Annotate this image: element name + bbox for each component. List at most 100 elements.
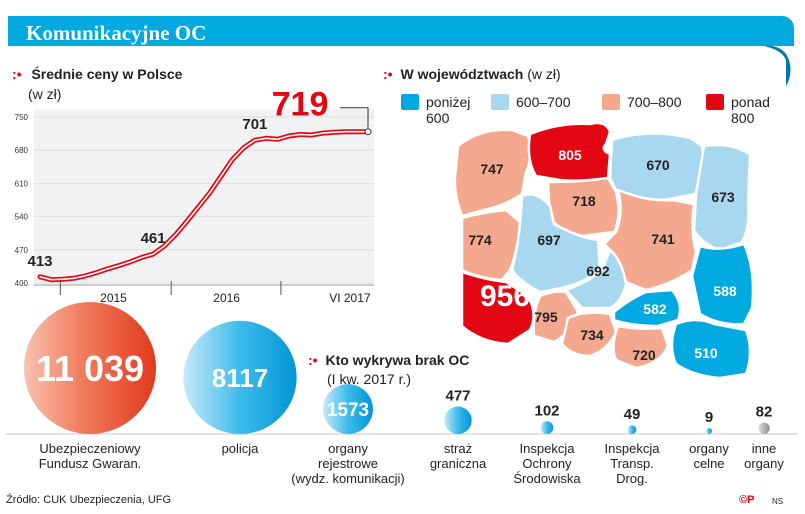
legend-label-below-600: poniżej 600 <box>426 94 470 126</box>
legend-swatch-above-800 <box>706 94 724 110</box>
region-lubelskie <box>690 242 755 326</box>
data-label: 461 <box>141 230 166 247</box>
bubble-category-label: inne <box>752 441 777 456</box>
line-chart: 400 470 540 610 680 750 2015 2016 VI 2017 413 46… <box>15 86 374 305</box>
series-line-inner <box>39 130 369 281</box>
legend-text-line: 600 <box>426 110 450 126</box>
region-value-label: 741 <box>651 231 675 247</box>
bubble-category-label: Fundusz Gwaran. <box>39 456 142 471</box>
bubble-category-label: Inspekcja <box>520 441 576 456</box>
bubble <box>540 421 554 434</box>
region-value-label: 734 <box>580 327 604 343</box>
legend-text-line: poniżej <box>426 94 471 110</box>
banner-curl-decoration <box>764 45 791 86</box>
map-section-header: :• W województwach (w zł) <box>383 66 561 82</box>
region-śląskie <box>560 311 618 358</box>
bubble <box>758 422 770 434</box>
bubble-value-label: 9 <box>705 409 713 426</box>
region-value-label: 718 <box>572 193 596 209</box>
section-dots-icon: :• <box>308 352 318 368</box>
bubble <box>323 384 373 434</box>
bubble-value-label: 11 039 <box>36 348 144 389</box>
title-banner <box>8 16 794 46</box>
bubble <box>183 320 297 434</box>
bubble-category-label: organy <box>328 441 368 456</box>
x-tick-label: VI 2017 <box>329 291 371 305</box>
bubble-category-label: Ochrony <box>522 456 572 471</box>
legend-label-above-800: ponad 800 <box>731 94 770 126</box>
map-section-unit: (w zł) <box>527 66 561 82</box>
region-łódzkie <box>564 248 628 310</box>
bubble-value-label: 8117 <box>212 363 268 393</box>
region-value-label: 670 <box>646 157 670 173</box>
bubble <box>627 425 637 434</box>
region-świętokrzyskie <box>612 288 682 328</box>
plot-area <box>34 109 374 283</box>
bubble-value-label: 1573 <box>327 400 369 421</box>
bubble-category-label: (wydz. komunikacji) <box>291 471 404 486</box>
bubble-category-label: celne <box>693 456 724 471</box>
y-tick-label: 750 <box>15 113 29 122</box>
bubble <box>706 428 712 434</box>
legend-label-600-700: 600–700 <box>516 94 571 110</box>
bubble-category-label: Inspekcja <box>605 441 661 456</box>
bubble-value-label: 82 <box>756 404 773 421</box>
legend-label-700-800: 700–800 <box>627 94 682 110</box>
bubble-category-label: Transp. <box>610 456 654 471</box>
y-tick-label: 470 <box>15 246 29 255</box>
legend-text-line: 800 <box>731 110 755 126</box>
legend-text-line: ponad <box>731 94 770 110</box>
source-note: Źródło: CUK Ubezpieczenia, UFG <box>6 494 172 506</box>
bubble-category-label: rejestrowe <box>318 456 378 471</box>
bubble-category-label: organy <box>744 456 784 471</box>
line-chart-series <box>37 129 371 283</box>
bubble-category-label: Środowiska <box>513 471 581 486</box>
region-zachodniopomorskie <box>453 128 532 218</box>
map-regions <box>453 121 755 380</box>
data-label: 413 <box>27 253 52 270</box>
region-podlaskie <box>692 143 752 252</box>
region-value-label: 510 <box>694 345 718 361</box>
region-value-label: 956 <box>480 280 530 313</box>
legend-swatch-600-700 <box>491 94 509 110</box>
section-dots-icon: :• <box>383 66 393 82</box>
end-point-marker <box>364 128 372 136</box>
bubble-category-label: graniczna <box>430 456 487 471</box>
callout-line <box>340 107 369 128</box>
region-wielkopolskie <box>510 193 602 294</box>
line-section-unit: (w zł) <box>28 86 62 102</box>
bubble-category-label: straż <box>444 441 472 456</box>
line-section-title: Średnie ceny w Polsce <box>31 66 183 82</box>
line-section-header: :• Średnie ceny w Polsce <box>12 66 182 82</box>
region-value-label: 774 <box>468 232 492 248</box>
bubble <box>444 406 472 434</box>
region-value-label: 805 <box>558 147 582 163</box>
region-podkarpackie <box>670 318 752 380</box>
section-dots-icon: :• <box>12 66 22 82</box>
bubble-section-title: Kto wykrywa brak OC <box>325 352 470 368</box>
legend-swatch-below-600 <box>401 94 419 110</box>
region-value-label: 588 <box>713 283 737 299</box>
line-chart-grid <box>34 109 374 284</box>
y-tick-label: 610 <box>15 179 29 188</box>
bubble-section-subtitle: (I kw. 2017 r.) <box>327 371 412 387</box>
publisher-logo: ©P <box>739 494 755 506</box>
bubble-category-label: Drog. <box>616 471 648 486</box>
voivodeship-map: 747 805 670 673 718 774 697 741 692 956 588 582 795 7… <box>453 121 755 380</box>
region-value-label: 720 <box>632 347 656 363</box>
y-tick-label: 540 <box>15 213 29 222</box>
bubble-value-label: 477 <box>445 388 470 405</box>
region-mazowieckie <box>602 188 698 292</box>
map-section-title: W województwach <box>400 66 524 82</box>
region-małopolskie <box>612 324 670 370</box>
y-tick-label: 680 <box>15 146 29 155</box>
bubble-value-label: 49 <box>624 406 641 423</box>
region-value-label: 747 <box>480 161 504 177</box>
bubble-category-label: Ubezpieczeniowy <box>39 441 141 456</box>
region-value-label: 692 <box>586 263 610 279</box>
bubble-category-label: organy <box>689 441 729 456</box>
data-label: 719 <box>272 86 329 124</box>
line-chart-x-ticks: 2015 2016 VI 2017 <box>34 281 374 305</box>
region-value-label: 795 <box>534 309 558 325</box>
